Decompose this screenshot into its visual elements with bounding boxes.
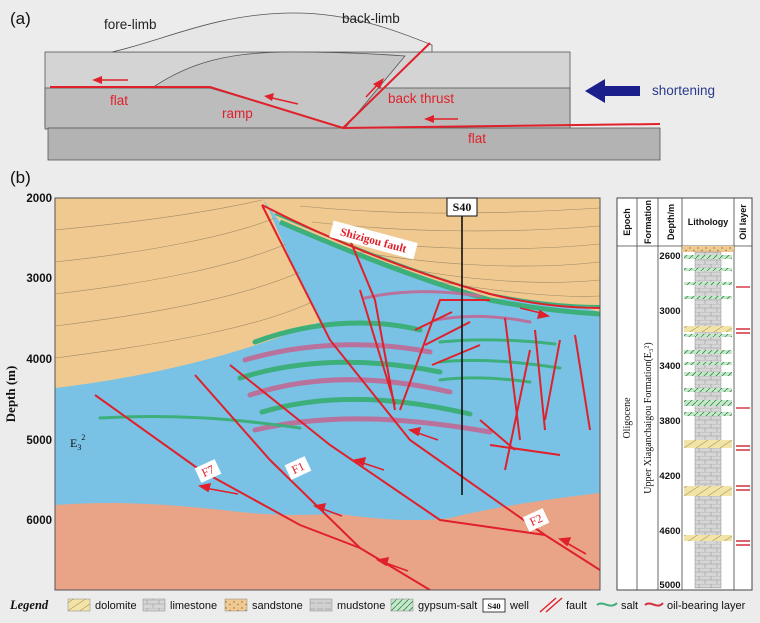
panel-b-label: (b) <box>10 168 31 187</box>
legend-limestone-swatch <box>142 598 166 612</box>
depth-tick: 3400 <box>659 361 680 372</box>
legend-sandstone: sandstone <box>252 600 303 612</box>
main-thrust-fault <box>261 204 546 536</box>
ramp-label: ramp <box>222 106 253 121</box>
epoch-oligocene: Oligocene <box>622 397 633 439</box>
formation-e32-label: E32 <box>70 433 85 452</box>
y-tick: 4000 <box>26 354 52 366</box>
cross-section <box>55 198 600 590</box>
legend-gypsum-salt: gypsum-salt <box>418 600 477 612</box>
header-epoch: Epoch <box>622 208 632 236</box>
fault-label-f2: F2 <box>522 508 550 532</box>
fault-label-f7-text: F7 <box>199 462 216 480</box>
fold-lower-layer <box>150 51 406 129</box>
fault-f7 <box>94 394 361 549</box>
y-ticks: 2000 3000 4000 5000 6000 <box>26 193 52 527</box>
legend-well-symbol: S40 <box>487 601 500 611</box>
y-tick: 3000 <box>26 273 52 285</box>
depth-tick: 5000 <box>659 580 680 591</box>
back-thrust-fault <box>342 42 431 129</box>
y-axis-title: Depth (m) <box>3 366 18 423</box>
panel-a-section <box>44 12 661 161</box>
shizigou-fault-line <box>261 204 600 309</box>
fault-label-f1: F1 <box>284 456 312 480</box>
header-depth: Depth/m <box>666 204 676 240</box>
legend-fault: fault <box>566 600 587 612</box>
depth-tick: 3000 <box>659 306 680 317</box>
legend-mudstone: mudstone <box>337 600 385 612</box>
depth-tick: 4200 <box>659 471 680 482</box>
shortening-label: shortening <box>652 83 715 98</box>
fault-label-f2-text: F2 <box>527 511 544 529</box>
y-tick: 5000 <box>26 435 52 447</box>
header-formation: Formation <box>643 200 653 244</box>
fault-f1 <box>194 374 361 549</box>
legend: Legend dolomite limestone sandstone muds… <box>9 597 746 613</box>
legend-well: well <box>509 600 529 612</box>
shortening-arrow <box>585 79 640 103</box>
fault-f2 <box>229 364 600 571</box>
lithology-column <box>682 246 734 589</box>
legend-sandstone-swatch <box>224 598 248 612</box>
header-oil-layer: Oil layer <box>738 204 748 240</box>
back-limb-label: back-limb <box>342 11 400 26</box>
legend-salt: salt <box>621 600 638 612</box>
fold-upper-layer <box>111 12 433 53</box>
panel-a-label: (a) <box>10 9 31 28</box>
basement <box>55 493 600 590</box>
fault-label-f1-text: F1 <box>289 459 306 477</box>
legend-salt-swatch <box>596 602 618 607</box>
detachment-fault <box>50 86 661 130</box>
legend-dolomite: dolomite <box>95 600 137 612</box>
y-tick: 6000 <box>26 515 52 527</box>
strat-column: Epoch Formation Lithology Depth/m Oil la… <box>616 197 753 591</box>
legend-title: Legend <box>9 598 49 612</box>
depth-tick: 2600 <box>659 251 680 262</box>
well-s40-label: S40 <box>453 200 472 214</box>
header-lithology: Lithology <box>688 217 729 227</box>
legend-dolomite-swatch <box>67 598 91 612</box>
depth-tick: 4600 <box>659 526 680 537</box>
legend-gypsum-salt-swatch <box>390 598 414 612</box>
flat-upper-label: flat <box>110 93 128 108</box>
legend-mudstone-swatch <box>309 598 333 612</box>
fault-label-f7: F7 <box>194 459 222 483</box>
slip-arrows <box>197 307 587 572</box>
faults <box>94 204 600 590</box>
fore-limb-label: fore-limb <box>104 17 157 32</box>
legend-well-swatch <box>482 598 506 613</box>
legend-oil-swatch <box>644 602 664 607</box>
depth-tick: 3800 <box>659 416 680 427</box>
legend-limestone: limestone <box>170 600 217 612</box>
well-s40-label-box: S40 <box>446 197 478 217</box>
legend-oil-bearing-layer: oil-bearing layer <box>667 600 746 612</box>
formation-name: Upper Xiaganchaigou Formation(E₃²) <box>643 342 654 493</box>
oil-layers <box>736 286 750 546</box>
back-thrust-label: back thrust <box>388 91 454 106</box>
flat-lower-label: flat <box>468 131 486 146</box>
y-tick: 2000 <box>26 193 52 205</box>
legend-fault-swatch <box>539 597 563 613</box>
